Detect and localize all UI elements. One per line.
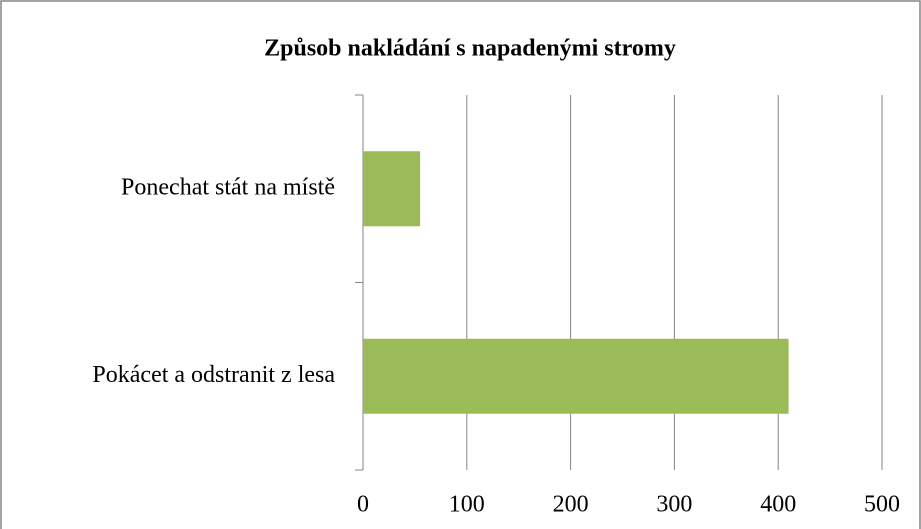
- y-tick-label: Pokácet a odstranit z lesa: [92, 362, 335, 388]
- x-tick-label: 500: [864, 492, 900, 518]
- x-tick-label: 300: [656, 492, 692, 518]
- y-tick-label: Ponechat stát na místě: [121, 174, 335, 200]
- chart-title: Způsob nakládání s napadenými stromy: [264, 36, 676, 62]
- x-tick-label: 100: [449, 492, 485, 518]
- x-tick-label: 0: [357, 492, 369, 518]
- bar: [363, 151, 421, 227]
- bar: [363, 338, 789, 414]
- x-tick-label: 400: [760, 492, 796, 518]
- x-tick-label: 200: [553, 492, 589, 518]
